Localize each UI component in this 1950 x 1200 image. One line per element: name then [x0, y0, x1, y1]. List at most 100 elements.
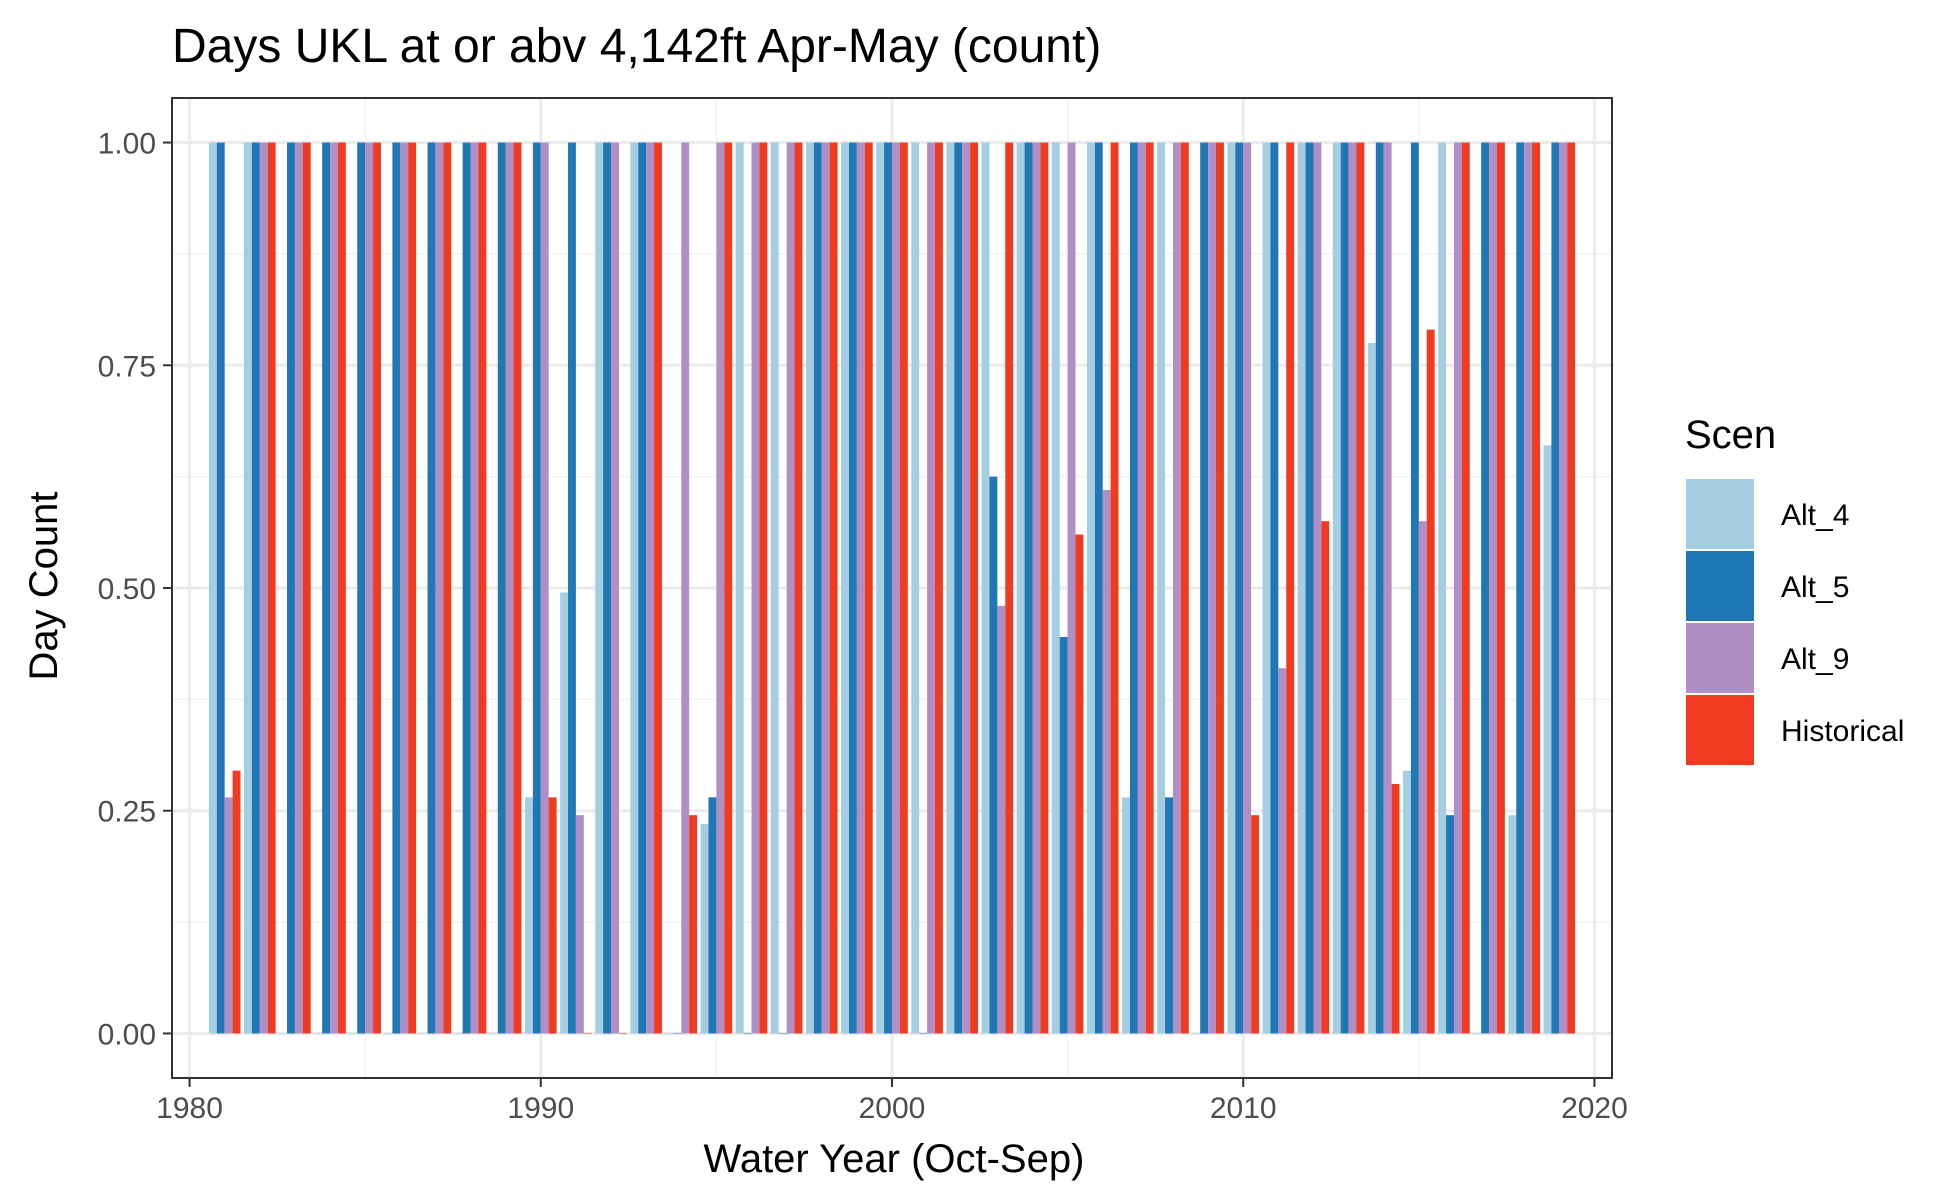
- bar-alt-5-2010: [1235, 142, 1244, 1034]
- bar-historical-2002: [970, 142, 979, 1034]
- bar-alt-5-1990: [532, 142, 541, 1034]
- bar-historical-2001: [935, 142, 943, 1034]
- bar-historical-2004: [1040, 142, 1049, 1034]
- bar-alt-4-2000: [876, 142, 885, 1034]
- legend-key-alt-5: [1684, 549, 1756, 623]
- bar-alt-5-1983: [287, 142, 295, 1034]
- x-tick-label: 1990: [507, 1092, 574, 1125]
- x-tick-label: 2010: [1210, 1092, 1277, 1125]
- bar-historical-2003: [1005, 142, 1014, 1034]
- bar-alt-9-1998: [821, 142, 830, 1034]
- bar-historical-1984: [337, 142, 346, 1034]
- bar-alt-4-1991: [560, 592, 568, 1034]
- bar-historical-2007: [1145, 142, 1154, 1034]
- bar-alt-9-2003: [997, 605, 1006, 1034]
- bar-alt-9-1994: [681, 142, 690, 1034]
- bar-alt-4-1998: [805, 142, 814, 1034]
- bar-alt-4-1996: [735, 142, 744, 1034]
- bar-alt-5-1982: [251, 142, 260, 1034]
- bar-alt-9-2016: [1453, 142, 1462, 1034]
- bar-historical-1995: [724, 142, 733, 1034]
- bar-historical-2013: [1356, 142, 1365, 1034]
- bar-alt-5-1992: [603, 142, 612, 1034]
- bar-historical-1994: [689, 815, 698, 1034]
- bar-alt-9-2017: [1489, 142, 1497, 1034]
- bar-alt-9-1989: [505, 142, 514, 1034]
- bar-alt-5-2008: [1165, 797, 1173, 1034]
- x-axis-title: Water Year (Oct-Sep): [704, 1137, 1085, 1181]
- bar-historical-2019: [1567, 142, 1576, 1034]
- bar-alt-5-2012: [1305, 142, 1314, 1034]
- bar-alt-4-1994: [665, 1033, 674, 1034]
- bar-alt-5-1993: [638, 142, 647, 1034]
- bar-historical-1989: [513, 142, 522, 1034]
- bar-alt-5-2011: [1270, 142, 1279, 1034]
- bar-historical-1983: [302, 142, 311, 1034]
- bar-historical-1990: [548, 797, 557, 1034]
- bar-alt-4-1989: [489, 1033, 498, 1034]
- bar-alt-4-2010: [1227, 142, 1236, 1034]
- bar-alt-5-1995: [708, 797, 717, 1034]
- bar-historical-1988: [478, 142, 487, 1034]
- bar-historical-2014: [1391, 784, 1400, 1034]
- bar-alt-9-1987: [435, 142, 444, 1034]
- bar-alt-4-2005: [1051, 142, 1060, 1034]
- y-tick-label: 0.75: [98, 350, 156, 383]
- bar-alt-9-2014: [1383, 142, 1392, 1034]
- bar-alt-4-2014: [1367, 343, 1376, 1034]
- bar-alt-9-2011: [1278, 668, 1287, 1034]
- bar-alt-9-1981: [224, 797, 233, 1034]
- bar-alt-5-1996: [743, 1033, 752, 1034]
- legend-label: Alt_5: [1781, 571, 1849, 604]
- x-tick-label: 2000: [859, 1092, 926, 1125]
- bar-historical-1985: [373, 142, 381, 1034]
- bar-alt-5-2003: [989, 476, 998, 1034]
- bar-alt-5-1991: [568, 142, 576, 1034]
- bar-historical-1999: [864, 142, 873, 1034]
- bar-alt-4-1995: [700, 824, 709, 1034]
- bar-alt-5-1987: [427, 142, 436, 1034]
- bar-historical-1992: [618, 1033, 627, 1034]
- bar-alt-9-2013: [1348, 142, 1357, 1034]
- bar-alt-5-1989: [497, 142, 506, 1034]
- bar-alt-9-1982: [259, 142, 268, 1034]
- bar-alt-9-2012: [1313, 142, 1322, 1034]
- bar-alt-9-1995: [716, 142, 725, 1034]
- bar-alt-4-1981: [208, 142, 217, 1034]
- bar-alt-4-2002: [946, 142, 955, 1034]
- bar-alt-4-2004: [1016, 142, 1025, 1034]
- bar-alt-4-1992: [595, 142, 604, 1034]
- bar-alt-9-1997: [786, 142, 795, 1034]
- bar-alt-4-2015: [1403, 770, 1411, 1034]
- bar-historical-1997: [794, 142, 803, 1034]
- bar-alt-4-2016: [1438, 142, 1447, 1034]
- bar-alt-4-2013: [1332, 142, 1341, 1034]
- bars: [208, 142, 1576, 1034]
- bar-alt-9-2007: [1137, 142, 1146, 1034]
- y-tick-label: 1.00: [98, 128, 156, 161]
- bar-historical-1993: [654, 142, 662, 1034]
- bar-alt-9-2005: [1067, 142, 1076, 1034]
- bar-alt-4-2001: [911, 142, 920, 1034]
- bar-historical-2006: [1110, 142, 1119, 1034]
- bar-alt-9-1984: [330, 142, 338, 1034]
- bar-alt-5-2002: [954, 142, 963, 1034]
- bar-historical-1982: [267, 142, 276, 1034]
- bar-alt-9-1986: [400, 142, 409, 1034]
- legend-title: Scen: [1685, 413, 1776, 457]
- bar-alt-9-1996: [751, 142, 760, 1034]
- bar-alt-4-2003: [981, 142, 990, 1034]
- bar-alt-5-2013: [1340, 142, 1349, 1034]
- bar-alt-9-2002: [962, 142, 971, 1034]
- bar-alt-5-1988: [462, 142, 471, 1034]
- bar-historical-1996: [759, 142, 768, 1034]
- bar-alt-4-2007: [1122, 797, 1130, 1034]
- bar-alt-4-1990: [524, 797, 533, 1034]
- bar-alt-5-2005: [1059, 637, 1068, 1034]
- bar-alt-9-1983: [294, 142, 303, 1034]
- y-tick-label: 0.50: [98, 573, 156, 606]
- bar-historical-2016: [1461, 142, 1470, 1034]
- y-axis: 0.00 0.25 0.50 0.75 1.00: [98, 128, 172, 1051]
- bar-alt-9-1993: [646, 142, 655, 1034]
